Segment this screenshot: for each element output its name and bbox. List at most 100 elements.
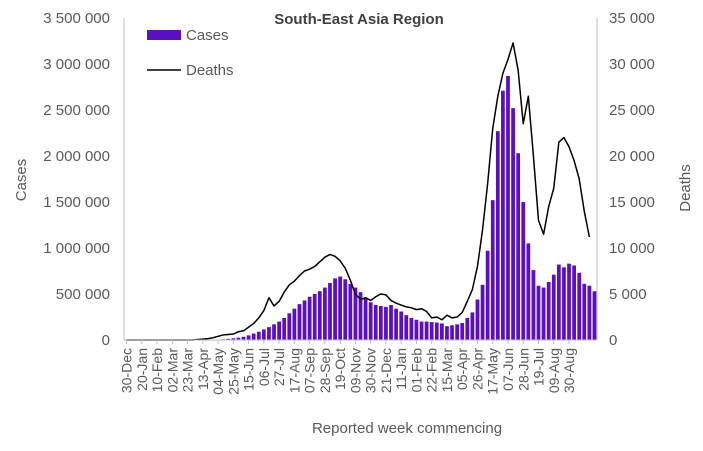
cases-bar bbox=[313, 294, 317, 340]
cases-bar bbox=[409, 318, 413, 340]
x-tick-label: 19-Jul bbox=[531, 348, 547, 386]
cases-bar bbox=[247, 335, 251, 340]
x-tick-label: 10-Feb bbox=[149, 348, 165, 393]
x-tick-label: 13-Apr bbox=[195, 348, 211, 390]
cases-bar bbox=[526, 243, 530, 340]
y-tick-right-label: 25 000 bbox=[609, 102, 655, 119]
cases-bar bbox=[298, 304, 302, 340]
y-tick-right-label: 35 000 bbox=[609, 10, 655, 27]
cases-bar bbox=[262, 329, 266, 340]
cases-bar bbox=[460, 323, 464, 340]
cases-bar bbox=[587, 286, 591, 340]
cases-bar bbox=[481, 285, 485, 340]
cases-bar bbox=[384, 307, 388, 340]
cases-bar bbox=[343, 279, 347, 340]
x-tick-label: 17-May bbox=[485, 348, 501, 395]
x-tick-label: 06-Jul bbox=[256, 348, 272, 386]
cases-bar bbox=[323, 288, 327, 340]
cases-bar bbox=[394, 309, 398, 340]
cases-bar bbox=[486, 251, 490, 340]
cases-bar bbox=[389, 305, 393, 340]
x-tick-label: 30-Dec bbox=[119, 348, 135, 393]
cases-bar bbox=[455, 324, 459, 340]
cases-bar bbox=[532, 270, 536, 340]
cases-bar bbox=[425, 322, 429, 340]
y-tick-right-label: 15 000 bbox=[609, 194, 655, 211]
cases-bar bbox=[338, 277, 342, 340]
x-tick-label: 07-Jun bbox=[500, 348, 516, 391]
y-axis-right-label: Deaths bbox=[677, 164, 694, 212]
x-tick-label: 11-Jan bbox=[393, 348, 409, 390]
x-tick-label: 15-Jun bbox=[241, 348, 257, 391]
cases-bar bbox=[379, 306, 383, 340]
x-tick-label: 28-Sep bbox=[317, 348, 333, 393]
x-tick-label: 15-Mar bbox=[439, 348, 455, 393]
cases-bar bbox=[318, 291, 322, 340]
cases-bar bbox=[471, 312, 475, 340]
chart-title: South-East Asia Region bbox=[274, 11, 443, 28]
cases-bar bbox=[282, 318, 286, 340]
y-tick-left-label: 500 000 bbox=[56, 286, 110, 303]
cases-bar bbox=[328, 283, 332, 340]
y-tick-right-label: 10 000 bbox=[609, 240, 655, 257]
y-tick-left-label: 0 bbox=[102, 332, 110, 349]
x-tick-label: 17-Aug bbox=[286, 348, 302, 393]
cases-bar bbox=[303, 300, 307, 340]
x-tick-label: 01-Feb bbox=[408, 348, 424, 393]
x-tick-label: 23-Mar bbox=[180, 348, 196, 393]
x-tick-label: 30-Nov bbox=[363, 348, 379, 393]
cases-bar bbox=[287, 313, 291, 340]
x-tick-label: 09-Nov bbox=[347, 348, 363, 393]
x-tick-label: 09-Aug bbox=[546, 348, 562, 393]
cases-bar bbox=[542, 288, 546, 340]
cases-bar bbox=[476, 300, 480, 340]
cases-bar bbox=[577, 273, 581, 340]
cases-bar bbox=[399, 311, 403, 340]
y-tick-right-label: 5 000 bbox=[609, 286, 647, 303]
cases-bar bbox=[369, 302, 373, 340]
legend-label-deaths: Deaths bbox=[186, 62, 234, 79]
cases-bar bbox=[593, 291, 597, 340]
cases-bar bbox=[308, 297, 312, 340]
cases-bar bbox=[516, 153, 520, 340]
cases-bar bbox=[404, 315, 408, 340]
cases-bar bbox=[277, 322, 281, 340]
legend: Cases Deaths bbox=[147, 27, 234, 79]
cases-bar bbox=[364, 298, 368, 340]
x-tick-label: 04-May bbox=[210, 348, 226, 395]
y-tick-left-label: 3 000 000 bbox=[43, 56, 110, 73]
cases-bar bbox=[511, 108, 515, 340]
cases-bar bbox=[440, 323, 444, 340]
cases-bar bbox=[567, 264, 571, 340]
y-axis-left-label: Cases bbox=[13, 159, 30, 202]
cases-bar bbox=[537, 286, 541, 340]
legend-swatch-cases bbox=[147, 30, 181, 40]
y-tick-right-label: 20 000 bbox=[609, 148, 655, 165]
cases-bar bbox=[465, 318, 469, 340]
cases-bar bbox=[547, 282, 551, 340]
cases-bar bbox=[496, 131, 500, 340]
x-tick-label: 05-Apr bbox=[454, 348, 470, 390]
cases-bar bbox=[267, 327, 271, 340]
x-tick-label: 28-Jun bbox=[515, 348, 531, 391]
y-tick-left-label: 2 000 000 bbox=[43, 148, 110, 165]
x-tick-label: 25-May bbox=[225, 348, 241, 395]
cases-bar bbox=[506, 76, 510, 340]
y-tick-left-label: 3 500 000 bbox=[43, 10, 110, 27]
y-tick-left-label: 1 000 000 bbox=[43, 240, 110, 257]
cases-bar bbox=[252, 334, 256, 340]
legend-label-cases: Cases bbox=[186, 27, 229, 44]
y-tick-left-label: 2 500 000 bbox=[43, 102, 110, 119]
cases-bar bbox=[348, 284, 352, 340]
x-axis-label: Reported week commencing bbox=[312, 420, 502, 437]
cases-bar bbox=[293, 309, 297, 340]
cases-bar bbox=[562, 267, 566, 340]
cases-bar bbox=[491, 200, 495, 340]
x-tick-label: 30-Aug bbox=[561, 348, 577, 393]
x-tick-label: 19-Oct bbox=[332, 348, 348, 390]
x-tick-label: 26-Apr bbox=[469, 348, 485, 390]
cases-bar bbox=[374, 305, 378, 340]
cases-bar bbox=[420, 322, 424, 340]
x-tick-label: 20-Jan bbox=[134, 348, 150, 391]
